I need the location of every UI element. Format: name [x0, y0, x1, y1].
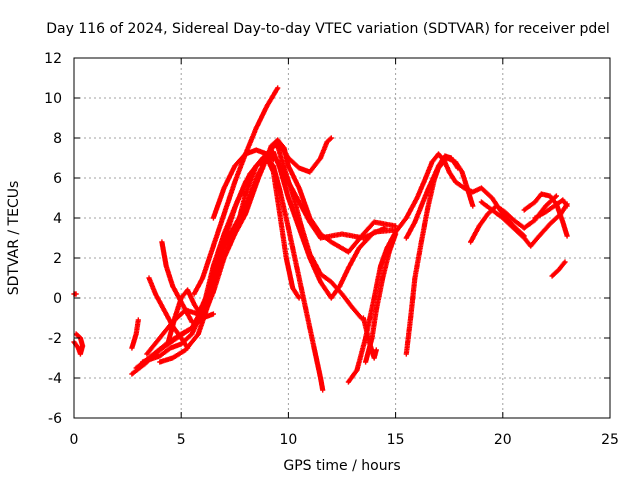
data-series-s05: [133, 149, 399, 371]
data-layer: [71, 85, 570, 393]
axis-ticks: 0 5 10 15 20 25 -6 -4 -2 0 2 4 6 8 10 12: [44, 51, 619, 448]
data-series-s18: [360, 315, 379, 361]
data-series-s24: [532, 197, 570, 221]
y-tick-label: 6: [53, 171, 62, 187]
y-axis-label: SDTVAR / TECUs: [6, 181, 22, 296]
x-tick-label: 0: [70, 432, 79, 448]
data-series-s15: [275, 143, 364, 321]
x-tick-label: 20: [494, 432, 512, 448]
x-axis-label: GPS time / hours: [283, 458, 400, 474]
y-tick-label: 10: [44, 91, 62, 107]
plot-frame: [73, 57, 611, 419]
y-tick-label: 4: [53, 211, 62, 227]
data-series-s19: [403, 155, 476, 357]
y-tick-label: 0: [53, 291, 62, 307]
x-tick-label: 5: [177, 432, 186, 448]
y-tick-label: 12: [44, 51, 62, 67]
data-series-s10: [159, 239, 195, 325]
data-series-s03: [129, 317, 141, 351]
data-series-s02: [71, 331, 86, 357]
x-tick-label: 15: [387, 432, 405, 448]
x-tick-label: 25: [601, 432, 619, 448]
grid: [74, 58, 610, 418]
x-tick-label: 10: [279, 432, 297, 448]
y-tick-label: 2: [53, 251, 62, 267]
y-tick-label: -2: [48, 331, 62, 347]
chart-title: Day 116 of 2024, Sidereal Day-to-day VTE…: [46, 21, 610, 37]
data-series-s25: [549, 259, 568, 279]
y-tick-label: 8: [53, 131, 62, 147]
data-series-s11: [165, 287, 216, 345]
data-series-s14: [225, 135, 334, 251]
y-tick-label: -6: [48, 411, 62, 427]
data-series-s20: [403, 153, 461, 241]
data-series-s01: [71, 291, 79, 297]
y-tick-label: -4: [48, 371, 62, 387]
data-series-s12: [191, 85, 281, 297]
